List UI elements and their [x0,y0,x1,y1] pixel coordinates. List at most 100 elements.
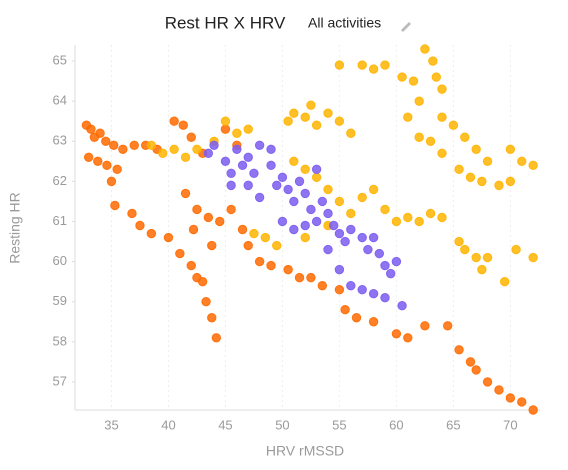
point [266,160,276,171]
point [471,144,481,154]
point [511,244,521,255]
point [289,108,299,118]
point [203,148,214,158]
point [374,248,385,259]
point [420,321,430,331]
point [340,236,350,247]
point [517,156,527,167]
point [437,148,447,158]
point [437,112,447,122]
point [254,140,265,150]
point [357,60,367,70]
point [397,301,407,311]
point [368,184,379,195]
point [477,176,487,187]
point [454,164,464,175]
point [306,204,316,215]
point [414,132,424,142]
point [454,345,464,355]
point [201,297,211,307]
point [323,108,333,118]
point [178,120,188,130]
point [95,128,105,138]
point [146,228,157,239]
point [482,377,493,387]
point [220,124,231,134]
point [243,124,253,134]
point [220,116,231,126]
point [317,196,328,207]
point [499,276,510,287]
point [83,152,94,163]
point [380,60,390,70]
point [471,252,481,263]
y-tick-label: 58 [53,333,67,348]
point [442,321,453,331]
point [471,365,481,375]
point [188,224,199,235]
point [448,120,459,130]
point [192,204,202,215]
point [368,288,379,299]
point [300,164,310,175]
point [380,292,390,303]
point [482,156,493,167]
point [517,397,527,407]
point [465,172,476,183]
point [203,212,214,223]
edit-icon[interactable] [401,22,411,32]
point [110,200,120,211]
point [86,124,96,134]
point [351,313,362,323]
point [243,180,253,191]
point [254,256,265,267]
point [340,305,350,315]
point [425,136,436,146]
x-tick-label: 50 [275,417,289,432]
point [129,140,139,150]
point [425,208,436,219]
point [300,112,310,122]
point [158,148,168,158]
y-tick-label: 62 [53,173,67,188]
point [391,329,402,339]
point [528,160,538,171]
point [277,216,288,227]
point [346,208,356,219]
point [368,232,379,243]
point [477,264,487,275]
point [118,144,128,154]
x-tick-label: 60 [389,417,403,432]
x-tick-label: 40 [161,417,175,432]
point [237,160,248,171]
point [237,224,248,235]
point [437,212,447,223]
point [494,385,504,395]
point [454,236,464,247]
point [414,216,424,227]
point [93,156,103,167]
point [428,56,438,66]
point [135,220,145,231]
point [211,333,222,343]
point [289,224,299,235]
point [414,96,424,106]
point [277,172,288,183]
point [408,76,419,86]
point [232,128,242,138]
point [294,176,305,187]
point [482,252,493,263]
point [346,280,356,291]
point [300,232,310,243]
point [294,272,305,283]
point [180,152,191,163]
point [403,112,413,122]
point [146,140,157,150]
point [380,204,390,215]
point [186,260,196,271]
chart-subtitle[interactable]: All activities [308,15,381,31]
point [186,132,196,142]
point [391,256,402,267]
point [420,44,430,54]
